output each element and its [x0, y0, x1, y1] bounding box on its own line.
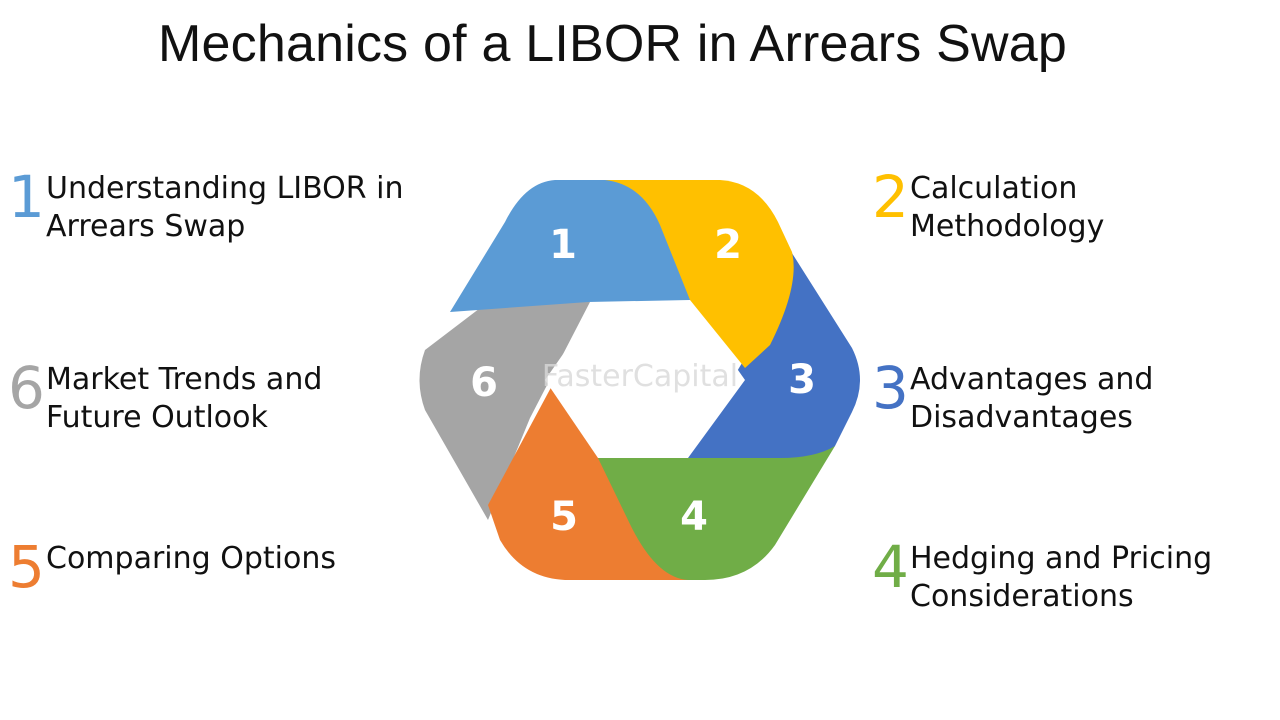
item-3-number: 3: [872, 354, 909, 422]
item-6-number: 6: [8, 354, 45, 422]
item-2-label: Calculation Methodology: [910, 171, 1105, 244]
list-item-4: 4 Hedging and Pricing Considerations: [872, 533, 1213, 616]
segment-6-number: 6: [470, 360, 498, 406]
item-6-label: Market Trends and Future Outlook: [46, 362, 323, 435]
item-4-label: Hedging and Pricing Considerations: [910, 541, 1213, 614]
segment-2-number: 2: [714, 222, 742, 268]
segment-6: [419, 302, 590, 520]
segment-1-number: 1: [549, 222, 577, 268]
center-hole: [545, 302, 745, 458]
item-4-number: 4: [872, 533, 909, 601]
segment-3-number: 3: [788, 357, 816, 403]
item-3-label: Advantages and Disadvantages: [910, 362, 1154, 435]
list-item-1: 1 Understanding LIBOR in Arrears Swap: [8, 163, 404, 246]
item-5-label: Comparing Options: [46, 541, 336, 576]
segment-1: [450, 180, 690, 312]
item-1-number: 1: [8, 163, 45, 231]
page-title: Mechanics of a LIBOR in Arrears Swap: [158, 15, 1067, 73]
segment-5-number: 5: [550, 494, 578, 540]
segment-3: [685, 250, 860, 458]
segment-4: [598, 446, 835, 580]
watermark-text: FasterCapital: [542, 359, 738, 394]
item-5-number: 5: [8, 533, 45, 601]
item-2-number: 2: [872, 163, 909, 231]
list-item-5: 5 Comparing Options: [8, 533, 336, 601]
item-1-label: Understanding LIBOR in Arrears Swap: [46, 171, 404, 244]
list-item-6: 6 Market Trends and Future Outlook: [8, 354, 323, 437]
segment-4-number: 4: [680, 494, 708, 540]
list-item-3: 3 Advantages and Disadvantages: [872, 354, 1154, 437]
list-item-2: 2 Calculation Methodology: [872, 163, 1105, 246]
